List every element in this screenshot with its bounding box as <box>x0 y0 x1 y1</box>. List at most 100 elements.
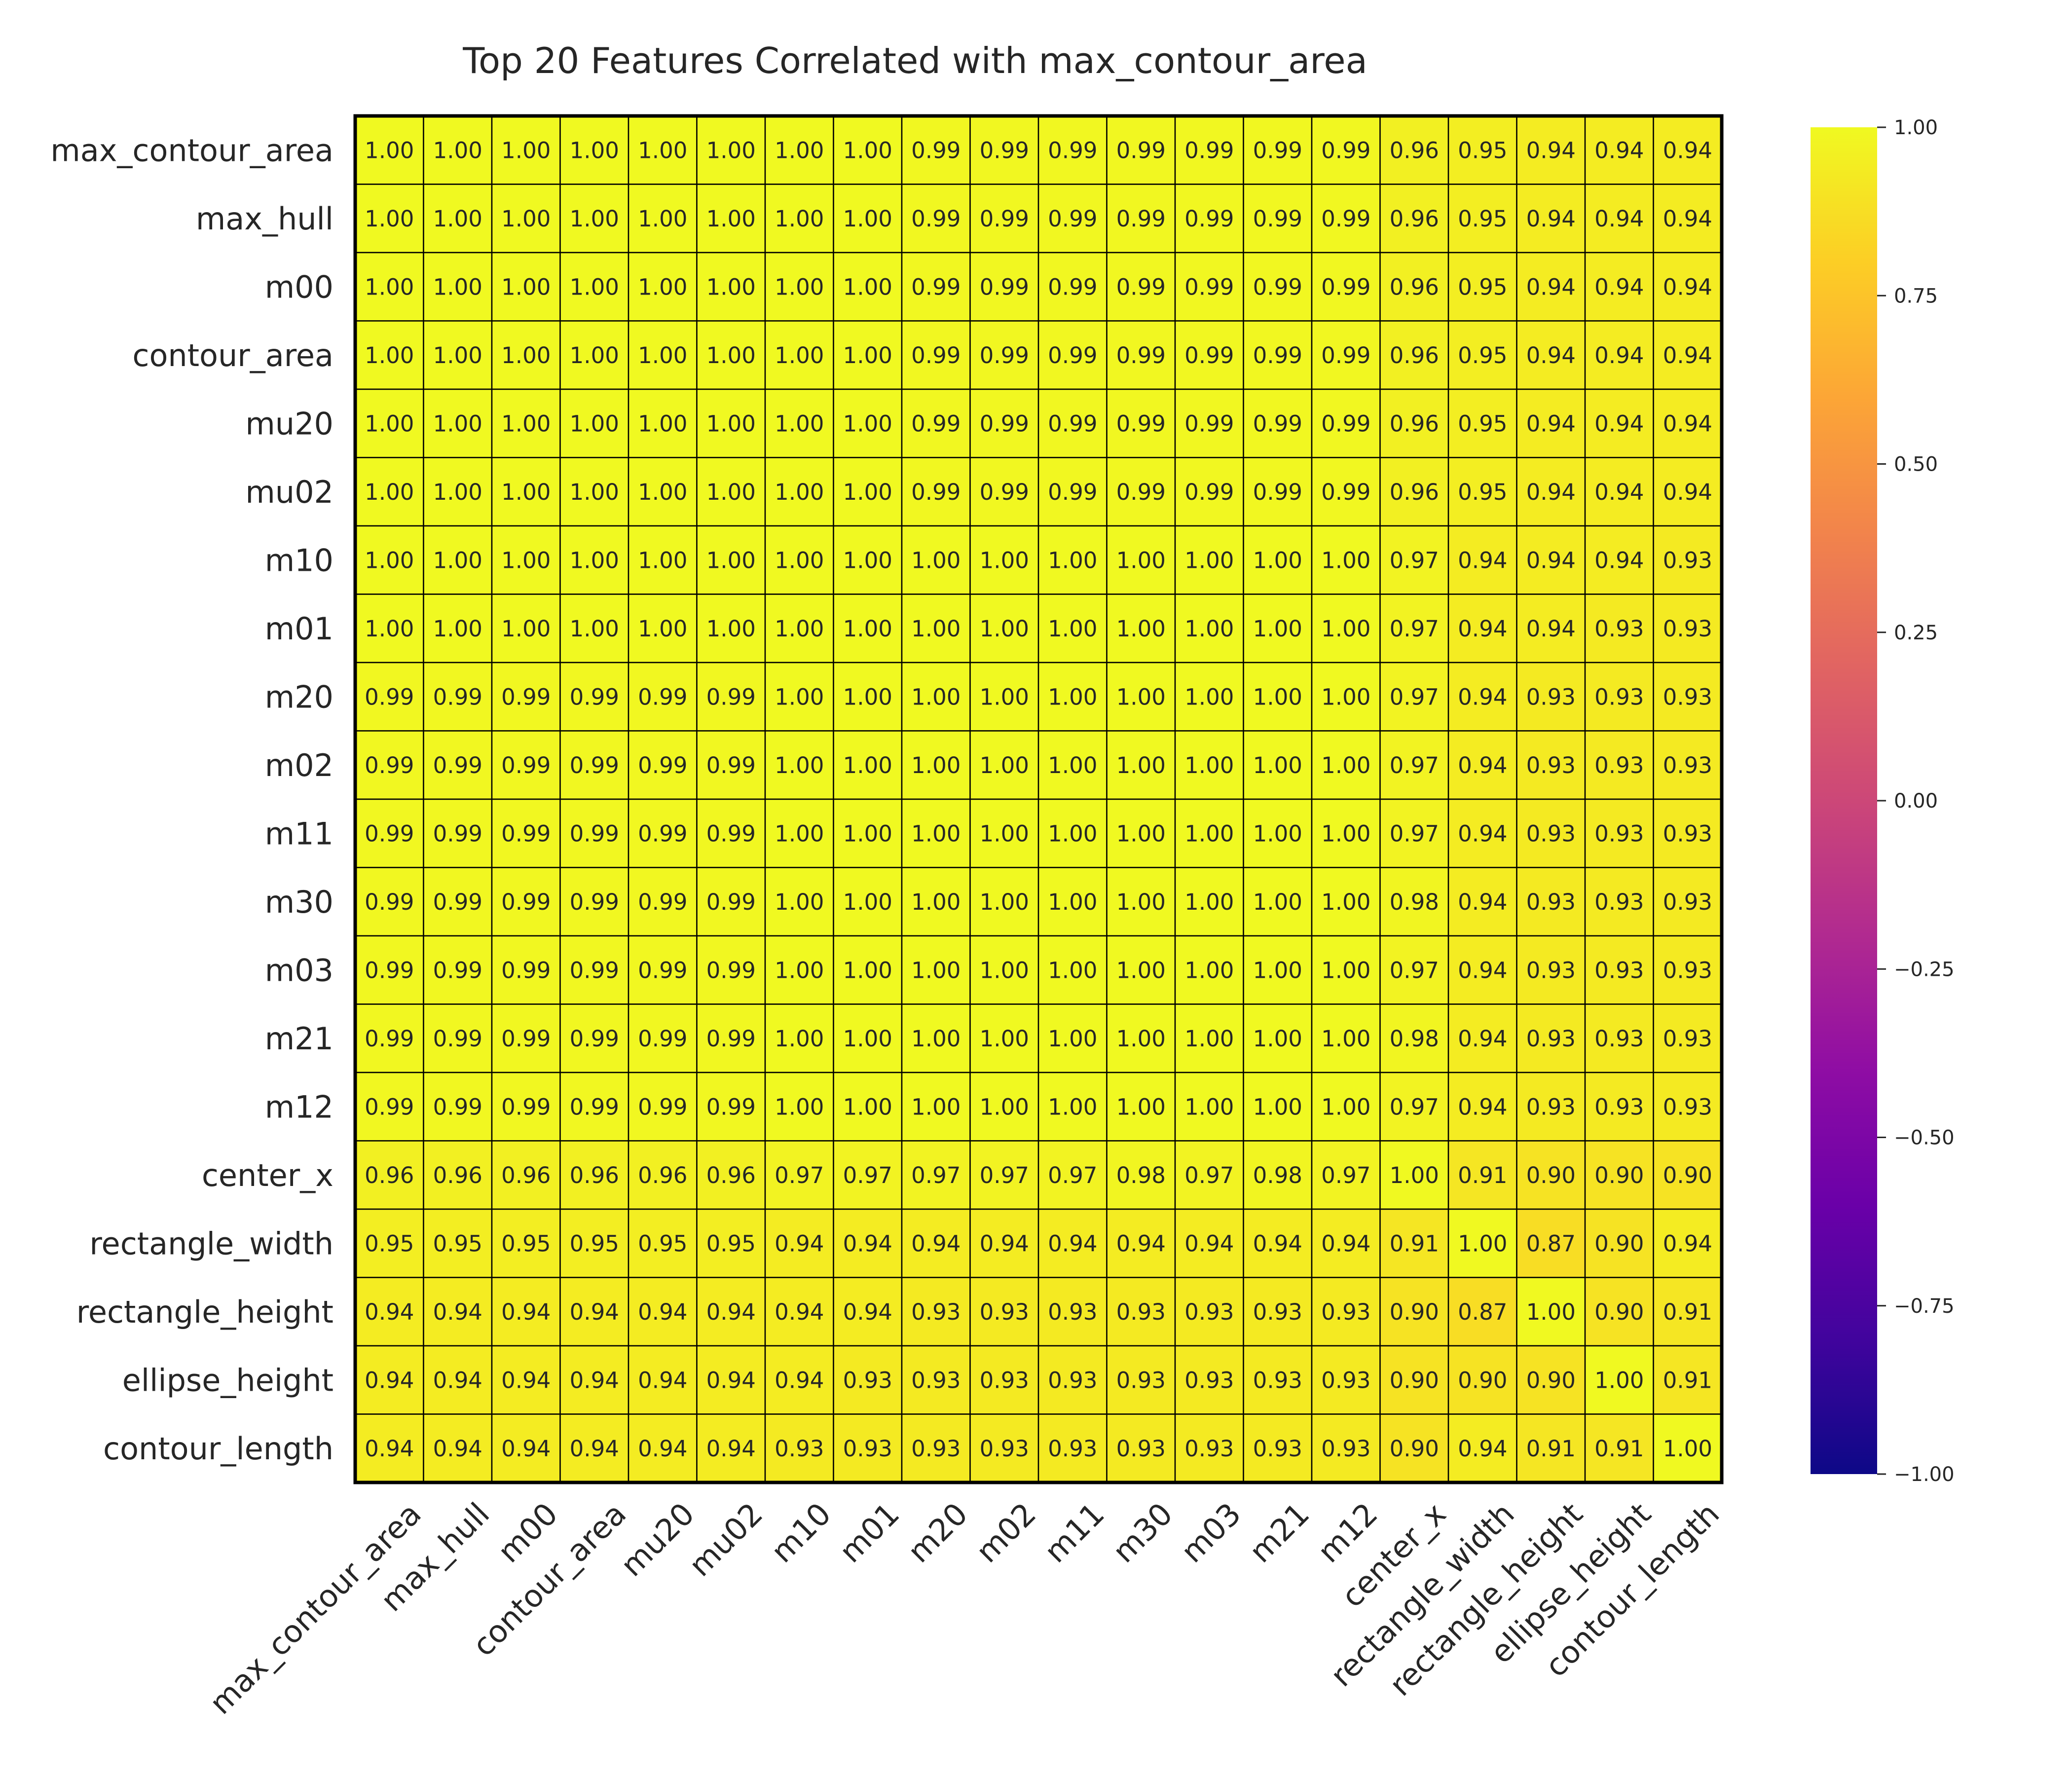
heatmap-cell <box>833 457 903 527</box>
cell-value-label: 1.00 <box>501 342 551 369</box>
cell-value-label: 0.94 <box>1526 137 1576 163</box>
heatmap-cell <box>901 1003 971 1073</box>
heatmap-cell <box>1243 798 1313 868</box>
cell-value-label: 0.99 <box>365 752 414 778</box>
heatmap-cell <box>1174 457 1244 527</box>
heatmap-cell <box>833 867 903 937</box>
cell-value-label: 0.95 <box>1458 410 1507 437</box>
row-label: max_hull <box>196 201 333 237</box>
heatmap-cell <box>1243 252 1313 322</box>
cell-value-label: 1.00 <box>1253 752 1302 778</box>
heatmap-cell <box>491 184 561 254</box>
cell-value-label: 1.00 <box>911 820 961 847</box>
cell-value-label: 1.00 <box>775 206 824 232</box>
cell-value-label: 0.99 <box>501 889 551 915</box>
cell-value-label: 0.87 <box>1458 1299 1507 1325</box>
heatmap-cell <box>1584 867 1654 937</box>
cell-value-label: 1.00 <box>843 1094 892 1120</box>
cell-value-label: 0.87 <box>1526 1230 1576 1257</box>
cell-value-label: 1.00 <box>365 274 414 300</box>
cell-value-label: 0.99 <box>1116 274 1166 300</box>
cell-value-label: 0.93 <box>1663 1026 1712 1052</box>
cell-value-label: 0.94 <box>1594 479 1644 505</box>
heatmap-cell <box>1447 388 1517 458</box>
cell-value-label: 0.99 <box>501 957 551 983</box>
cell-value-label: 0.99 <box>911 137 961 163</box>
heatmap-cell <box>491 730 561 800</box>
heatmap-cell <box>1311 730 1381 800</box>
cell-value-label: 1.00 <box>980 957 1029 983</box>
cell-value-label: 1.00 <box>501 410 551 437</box>
heatmap-cell <box>491 1003 561 1073</box>
cell-value-label: 0.99 <box>638 752 687 778</box>
heatmap-cell <box>833 730 903 800</box>
cell-value-label: 0.93 <box>1048 1299 1097 1325</box>
heatmap-cell <box>1106 662 1176 732</box>
cell-value-label: 0.99 <box>365 1094 414 1120</box>
heatmap-cell <box>696 593 766 664</box>
cell-value-label: 0.99 <box>706 889 756 915</box>
heatmap-cell <box>1243 1413 1313 1483</box>
cell-value-label: 1.00 <box>365 206 414 232</box>
cell-value-label: 1.00 <box>980 616 1029 642</box>
heatmap-cell <box>1653 1140 1723 1210</box>
cell-value-label: 0.97 <box>1390 547 1439 573</box>
heatmap-cell <box>1037 1413 1108 1483</box>
cell-value-label: 1.00 <box>1253 957 1302 983</box>
heatmap-cell <box>1311 662 1381 732</box>
cell-value-label: 0.99 <box>980 206 1029 232</box>
heatmap-cell <box>1653 1413 1723 1483</box>
heatmap-cell <box>628 1140 698 1210</box>
cell-value-label: 0.99 <box>1184 410 1234 437</box>
cell-value-label: 0.94 <box>1663 410 1712 437</box>
cell-value-label: 1.00 <box>1048 957 1097 983</box>
heatmap-cell <box>1243 320 1313 390</box>
heatmap-cell <box>354 1072 424 1142</box>
cell-value-label: 1.00 <box>1321 684 1370 710</box>
heatmap-cell <box>1653 184 1723 254</box>
cell-value-label: 1.00 <box>1184 616 1234 642</box>
cell-value-label: 0.94 <box>1526 616 1576 642</box>
cell-value-label: 0.93 <box>843 1436 892 1462</box>
cell-value-label: 0.99 <box>638 889 687 915</box>
heatmap-cell <box>1516 525 1586 595</box>
heatmap-cell <box>1106 1003 1176 1073</box>
cell-value-label: 1.00 <box>1116 1094 1166 1120</box>
heatmap-cell <box>901 1072 971 1142</box>
heatmap-cell <box>1174 730 1244 800</box>
cell-value-label: 1.00 <box>1048 889 1097 915</box>
cell-value-label: 0.97 <box>1321 1162 1370 1188</box>
cell-value-label: 1.00 <box>1184 752 1234 778</box>
heatmap-cell <box>1379 662 1449 732</box>
cell-value-label: 1.00 <box>706 342 756 369</box>
cell-value-label: 0.99 <box>638 1026 687 1052</box>
cell-value-label: 1.00 <box>1048 684 1097 710</box>
heatmap-cell <box>1447 730 1517 800</box>
cell-value-label: 0.93 <box>1526 957 1576 983</box>
cell-value-label: 0.99 <box>1253 342 1302 369</box>
heatmap-cell <box>423 867 493 937</box>
heatmap-cell <box>764 798 834 868</box>
cell-value-label: 0.93 <box>1253 1299 1302 1325</box>
cell-value-label: 0.95 <box>365 1230 414 1257</box>
cell-value-label: 1.00 <box>1663 1436 1712 1462</box>
cell-value-label: 0.96 <box>501 1162 551 1188</box>
cell-value-label: 0.94 <box>1184 1230 1234 1257</box>
cell-value-label: 0.93 <box>1663 547 1712 573</box>
cell-value-label: 1.00 <box>570 547 619 573</box>
cell-value-label: 0.99 <box>501 1094 551 1120</box>
heatmap-cell <box>1379 252 1449 322</box>
heatmap-cell <box>1379 184 1449 254</box>
cell-value-label: 1.00 <box>775 616 824 642</box>
cell-value-label: 0.93 <box>980 1299 1029 1325</box>
cell-value-label: 0.93 <box>1526 1094 1576 1120</box>
cell-value-label: 0.94 <box>501 1367 551 1393</box>
heatmap-cell <box>969 935 1039 1005</box>
heatmap-cell <box>764 730 834 800</box>
cell-value-label: 0.96 <box>1390 479 1439 505</box>
heatmap-cell <box>1311 388 1381 458</box>
heatmap-cell <box>1037 593 1108 664</box>
cell-value-label: 0.96 <box>1390 206 1439 232</box>
cell-value-label: 0.94 <box>638 1299 687 1325</box>
cell-value-label: 1.00 <box>1321 1094 1370 1120</box>
